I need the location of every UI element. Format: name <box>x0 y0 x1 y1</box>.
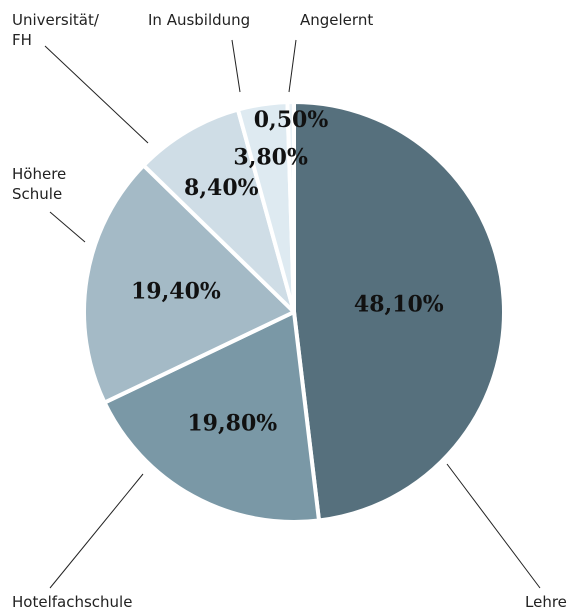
category-label: Universität/ FH <box>12 11 99 49</box>
category-label: Hotelfachschule <box>12 593 133 611</box>
leader-line <box>288 39 297 93</box>
leader-line <box>231 39 241 93</box>
leader-line <box>446 463 541 589</box>
value-label: 8,40% <box>184 175 259 201</box>
value-label: 19,80% <box>187 410 277 436</box>
leader-line <box>44 45 149 144</box>
pie-slice <box>102 310 322 524</box>
category-label: In Ausbildung <box>148 11 251 29</box>
value-label: 0,50% <box>254 107 329 133</box>
leader-line <box>49 473 144 589</box>
leader-lines <box>44 39 541 589</box>
value-label: 19,40% <box>131 279 221 305</box>
pie-slice <box>141 107 296 314</box>
pie-slice <box>292 100 506 523</box>
leader-line <box>49 211 86 243</box>
pie-slice <box>285 100 296 314</box>
pie-slice <box>82 163 296 405</box>
value-label: 48,10% <box>354 292 444 318</box>
value-label: 3,80% <box>233 144 308 170</box>
category-label: Lehre <box>525 593 567 611</box>
category-label: Höhere Schule <box>12 165 67 203</box>
category-label: Angelernt <box>300 11 374 29</box>
